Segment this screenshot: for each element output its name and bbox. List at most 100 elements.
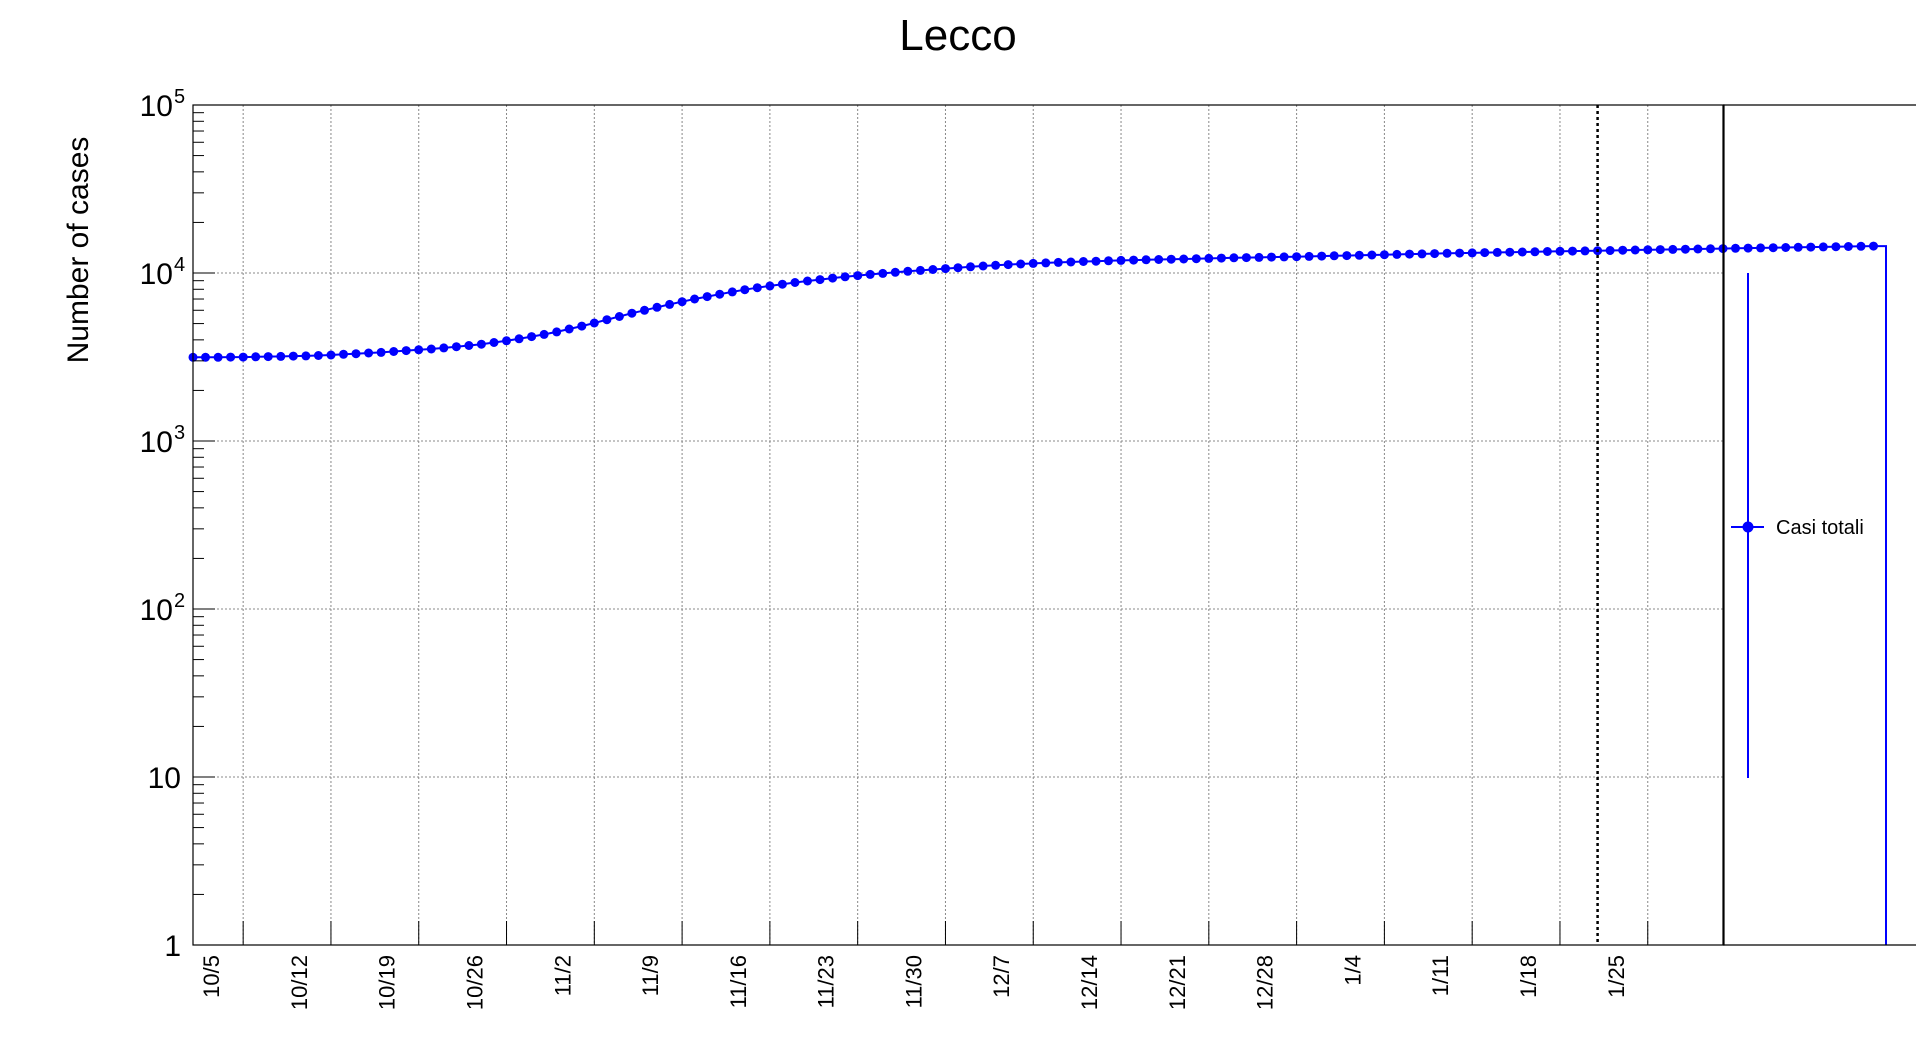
data-point bbox=[1517, 247, 1527, 257]
x-tick-label: 11/2 bbox=[550, 955, 575, 996]
data-point bbox=[1442, 248, 1452, 258]
data-point bbox=[1806, 242, 1816, 252]
y-tick-label: 10 bbox=[140, 90, 173, 123]
data-point bbox=[389, 347, 399, 356]
data-point bbox=[1655, 245, 1665, 255]
data-point bbox=[1467, 248, 1477, 258]
data-point bbox=[941, 264, 950, 274]
data-point bbox=[1267, 252, 1276, 262]
data-point bbox=[1480, 248, 1490, 258]
data-point bbox=[752, 283, 762, 293]
data-point bbox=[1417, 249, 1427, 259]
data-point bbox=[1856, 241, 1866, 251]
data-point bbox=[1781, 243, 1791, 252]
data-point bbox=[514, 334, 524, 344]
data-point bbox=[213, 352, 223, 362]
data-point bbox=[803, 276, 812, 286]
data-point bbox=[238, 352, 248, 362]
data-point bbox=[589, 318, 599, 328]
data-point bbox=[677, 297, 687, 307]
data-point bbox=[1166, 254, 1176, 264]
data-point bbox=[1580, 246, 1590, 256]
data-point bbox=[840, 272, 850, 282]
x-tick-label: 11/16 bbox=[726, 955, 751, 1008]
data-point bbox=[1706, 244, 1715, 254]
data-point bbox=[1568, 246, 1577, 256]
data-point bbox=[1053, 257, 1063, 267]
data-point bbox=[414, 345, 424, 355]
data-point bbox=[1618, 245, 1628, 255]
data-point bbox=[426, 344, 436, 354]
data-point bbox=[1191, 254, 1201, 264]
data-point bbox=[1768, 243, 1778, 253]
data-point bbox=[1279, 252, 1289, 262]
data-point bbox=[765, 281, 775, 291]
data-point bbox=[1680, 244, 1690, 254]
data-point bbox=[1743, 243, 1753, 253]
data-point bbox=[1354, 250, 1364, 260]
data-point bbox=[890, 267, 900, 277]
data-point bbox=[1693, 244, 1703, 254]
data-point bbox=[1831, 242, 1841, 252]
data-point bbox=[1254, 252, 1264, 262]
data-point bbox=[602, 315, 612, 325]
data-point bbox=[1116, 255, 1126, 265]
data-point bbox=[1041, 258, 1051, 268]
data-point bbox=[878, 268, 888, 278]
data-point bbox=[263, 352, 273, 362]
x-ticks: 10/5 10/12 10/19 10/26 11/2 11/9 11/16 11/23 11/… bbox=[199, 921, 1649, 1010]
data-point bbox=[1731, 243, 1740, 253]
data-point bbox=[201, 352, 210, 362]
data-point bbox=[1793, 242, 1803, 252]
data-point bbox=[1630, 245, 1640, 255]
data-point bbox=[790, 278, 800, 287]
data-point bbox=[815, 275, 825, 285]
data-point bbox=[364, 348, 374, 358]
x-tick-label: 12/21 bbox=[1165, 955, 1190, 1010]
data-point bbox=[1179, 254, 1189, 264]
data-point bbox=[301, 351, 311, 361]
data-point bbox=[1643, 245, 1653, 255]
data-point bbox=[1241, 253, 1251, 263]
data-point bbox=[564, 324, 574, 334]
y-tick-exponent: 4 bbox=[174, 254, 185, 276]
y-tick-label: 10 bbox=[140, 426, 173, 459]
data-point bbox=[351, 349, 361, 359]
y-tick-label: 10 bbox=[148, 762, 181, 795]
data-point bbox=[853, 271, 863, 281]
x-tick-label: 11/30 bbox=[901, 955, 926, 1008]
data-point bbox=[1104, 256, 1113, 266]
data-point bbox=[464, 341, 474, 350]
plot-frame bbox=[192, 104, 1725, 946]
data-point bbox=[502, 336, 511, 346]
data-point bbox=[577, 321, 587, 331]
data-point bbox=[1342, 251, 1352, 261]
x-tick-label: 12/7 bbox=[989, 955, 1014, 998]
x-tick-label: 1/4 bbox=[1340, 955, 1365, 986]
data-point bbox=[1129, 255, 1139, 265]
data-point bbox=[702, 292, 712, 302]
y-tick-label: 1 bbox=[164, 930, 181, 963]
data-point bbox=[288, 351, 298, 361]
data-point bbox=[1317, 251, 1327, 261]
data-point bbox=[1141, 255, 1151, 265]
data-point bbox=[1292, 252, 1302, 262]
x-tick-label: 1/25 bbox=[1604, 955, 1629, 998]
data-point bbox=[978, 261, 988, 271]
x-tick-label: 12/28 bbox=[1253, 955, 1278, 1010]
data-point bbox=[614, 312, 624, 321]
data-point bbox=[1078, 257, 1088, 266]
x-tick-label: 1/18 bbox=[1516, 955, 1541, 998]
data-point bbox=[1505, 247, 1515, 257]
data-point bbox=[1016, 259, 1026, 269]
data-point bbox=[1542, 247, 1552, 256]
data-point bbox=[1668, 244, 1678, 254]
data-point bbox=[1028, 258, 1038, 268]
data-point bbox=[966, 262, 975, 272]
data-point bbox=[313, 351, 323, 360]
data-point bbox=[1530, 247, 1540, 257]
data-point bbox=[489, 338, 499, 347]
